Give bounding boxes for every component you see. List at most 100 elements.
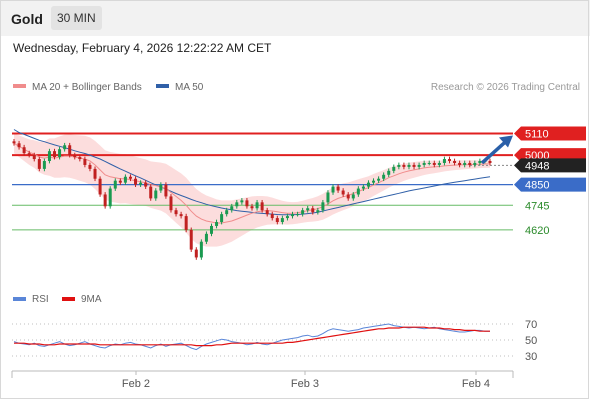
candle-body [453,161,457,163]
candle-body [280,218,284,223]
candle-body [204,233,208,242]
candle-body [139,182,143,185]
candle-body [189,229,193,250]
candle-body [387,170,391,175]
candle-body [382,174,386,179]
candle-body [58,149,62,158]
forecast-arrow-shaft [480,139,509,165]
rsi-line [13,323,490,351]
legend-label-rsi: RSI [32,294,49,305]
candle-body [144,182,148,187]
candle-body [169,196,173,211]
candle-body [78,157,82,160]
x-tick-label: Feb 3 [291,378,319,390]
candle-body [447,159,451,162]
candle-body [326,192,330,203]
candle-body [149,186,153,199]
candle-body [215,222,219,226]
candle-body [235,202,239,207]
candle-body [432,162,436,165]
candle-body [402,164,406,167]
date-line: Wednesday, February 4, 2026 12:22:22 AM … [13,41,272,55]
candle-body [159,184,163,191]
candle-body [346,194,350,199]
level-tag-4850 [514,177,586,192]
candle-body [103,194,107,207]
candle-body [32,155,36,160]
candle-body [245,200,249,207]
rsi-tick-30: 30 [525,351,537,363]
candle-body [458,162,462,165]
candle-body [230,206,234,211]
candle-body [128,176,132,179]
candle-body [397,164,401,167]
candle-body [47,151,51,162]
candle-body [42,161,46,169]
candle-body [351,194,355,199]
candle-body [275,218,279,223]
candle-body [331,186,335,193]
ma20-line [13,142,491,224]
candle-body [93,168,97,179]
legend-swatch-ma20 [13,84,26,88]
candle-body [12,141,16,144]
x-tick-label: Feb 2 [122,378,150,390]
ma50-line [13,129,491,216]
level-label-5110: 5110 [525,128,549,140]
candle-body [63,145,67,150]
candle-body [83,159,87,165]
candle-body [311,208,315,213]
candle-body [27,153,31,156]
candle-body [412,164,416,167]
forecast-arrow-head [499,135,513,148]
candle-body [321,202,325,211]
candle-body [225,210,229,215]
candle-body [88,164,92,169]
candle-body [209,225,213,234]
timeframe-button[interactable]: 30 MIN [51,6,102,30]
candle-body [316,210,320,213]
rsi-9ma-line [14,326,490,347]
candle-body [123,176,127,183]
level-tag-4948 [514,158,586,173]
candle-body [98,178,102,195]
candle-body [407,164,411,167]
candle-body [250,206,254,209]
instrument-title: Gold [11,11,43,27]
candle-body [37,159,41,169]
candle-body [174,210,178,215]
rsi-tick-50: 50 [525,335,537,347]
candle-body [108,188,112,207]
level-label-4745: 4745 [525,200,549,212]
candle-body [468,162,472,165]
candle-body [427,162,431,164]
candle-body [417,164,421,167]
legend-label-ma20: MA 20 + Bollinger Bands [32,82,142,93]
candle-body [296,214,300,216]
candle-body [113,180,117,189]
legend-label-ma50: MA 50 [175,82,204,93]
candle-body [134,178,138,185]
candle-body [270,214,274,219]
candle-body [53,151,57,158]
candle-body [17,143,21,148]
level-tag-5110 [514,126,586,141]
candle-body [377,178,381,181]
legend-swatch-rsi [13,297,26,301]
candle-body [361,186,365,189]
candle-body [260,202,264,211]
top-bar: Gold 30 MIN [0,0,590,36]
candle-body [463,162,467,165]
candle-body [478,161,482,163]
candle-body [240,200,244,203]
candle-body [341,190,345,195]
candle-body [442,159,446,163]
candle-body [194,249,198,258]
x-tick-label: Feb 4 [462,378,490,390]
candle-body [154,190,158,199]
candle-body [473,162,477,165]
candle-body [291,214,295,217]
candle-body [255,202,259,209]
candle-body [301,210,305,215]
